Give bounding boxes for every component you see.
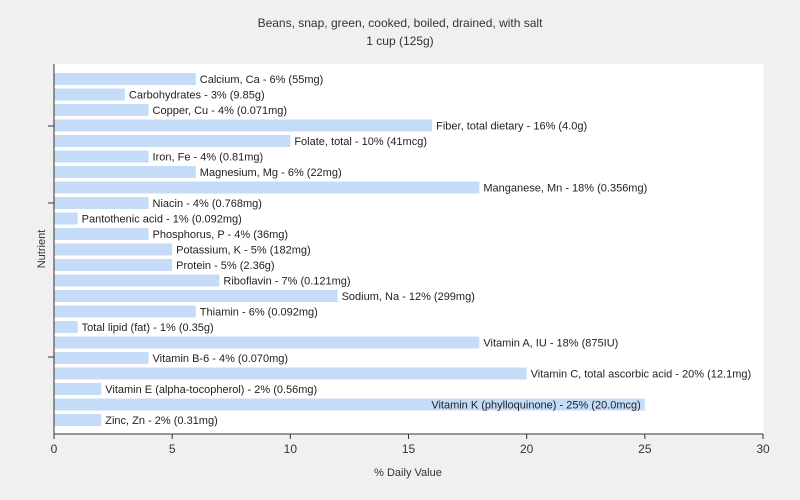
bar-label: Zinc, Zn - 2% (0.31mg): [105, 415, 217, 427]
bar: [54, 290, 338, 302]
chart-subtitle: 1 cup (125g): [366, 34, 433, 48]
bar: [54, 181, 480, 194]
bar: [54, 243, 173, 256]
bar: [54, 104, 149, 116]
bar: [54, 166, 196, 178]
x-tick-label: 30: [756, 442, 770, 456]
bar: [54, 305, 196, 318]
bar-label: Sodium, Na - 12% (299mg): [342, 291, 475, 303]
bar: [54, 88, 125, 101]
bar-label: Fiber, total dietary - 16% (4.0g): [436, 121, 587, 133]
bar: [54, 259, 173, 271]
bar-label: Magnesium, Mg - 6% (22mg): [200, 167, 342, 179]
bar: [54, 135, 291, 147]
bar-label: Carbohydrates - 3% (9.85g): [129, 90, 265, 102]
bar-label: Niacin - 4% (0.768mg): [153, 198, 262, 210]
chart-title: Beans, snap, green, cooked, boiled, drai…: [258, 16, 544, 30]
bar-label: Total lipid (fat) - 1% (0.35g): [82, 322, 214, 334]
bar-label: Potassium, K - 5% (182mg): [176, 245, 311, 257]
bar: [54, 228, 149, 240]
bar: [54, 352, 149, 364]
x-axis-ticks: 0 5 10 15 20 25 30: [51, 434, 770, 456]
bar: [54, 321, 78, 333]
bar: [54, 197, 149, 209]
x-tick-label: 25: [638, 442, 652, 456]
bar: [54, 212, 78, 225]
bar: [54, 150, 149, 163]
bar-labels: Calcium, Ca - 6% (55mg) Carbohydrates - 3…: [82, 74, 752, 427]
bar-label: Vitamin E (alpha-tocopherol) - 2% (0.56m…: [105, 384, 317, 396]
bar-label: Phosphorus, P - 4% (36mg): [153, 229, 289, 241]
bar-label: Protein - 5% (2.36g): [176, 260, 274, 272]
bar-label: Vitamin C, total ascorbic acid - 20% (12…: [531, 369, 752, 381]
bar-label: Vitamin A, IU - 18% (875IU): [483, 338, 618, 350]
bar: [54, 73, 196, 85]
bar: [54, 119, 433, 132]
x-tick-label: 5: [169, 442, 176, 456]
bars: [54, 73, 645, 426]
bar-label: Thiamin - 6% (0.092mg): [200, 307, 318, 319]
bar: [54, 398, 645, 411]
x-tick-label: 0: [51, 442, 58, 456]
bar-label: Riboflavin - 7% (0.121mg): [223, 276, 350, 288]
bar-label: Calcium, Ca - 6% (55mg): [200, 74, 323, 86]
x-tick-label: 20: [520, 442, 534, 456]
x-axis-label: % Daily Value: [374, 467, 442, 479]
x-tick-label: 15: [402, 442, 416, 456]
bar: [54, 383, 102, 395]
bar-label: Vitamin K (phylloquinone) - 25% (20.0mcg…: [431, 400, 641, 412]
y-axis-ticks: [48, 125, 54, 358]
bar-label: Iron, Fe - 4% (0.81mg): [153, 152, 264, 164]
bar-label: Copper, Cu - 4% (0.071mg): [153, 105, 288, 117]
bar: [54, 274, 220, 287]
y-axis-label: Nutrient: [36, 230, 48, 269]
bar-label: Vitamin B-6 - 4% (0.070mg): [153, 353, 289, 365]
bar: [54, 414, 102, 426]
bar: [54, 336, 480, 349]
x-tick-label: 10: [284, 442, 298, 456]
bar-label: Folate, total - 10% (41mcg): [294, 136, 427, 148]
bar-label: Pantothenic acid - 1% (0.092mg): [82, 214, 242, 226]
bar: [54, 367, 527, 380]
bar-label: Manganese, Mn - 18% (0.356mg): [483, 183, 647, 195]
